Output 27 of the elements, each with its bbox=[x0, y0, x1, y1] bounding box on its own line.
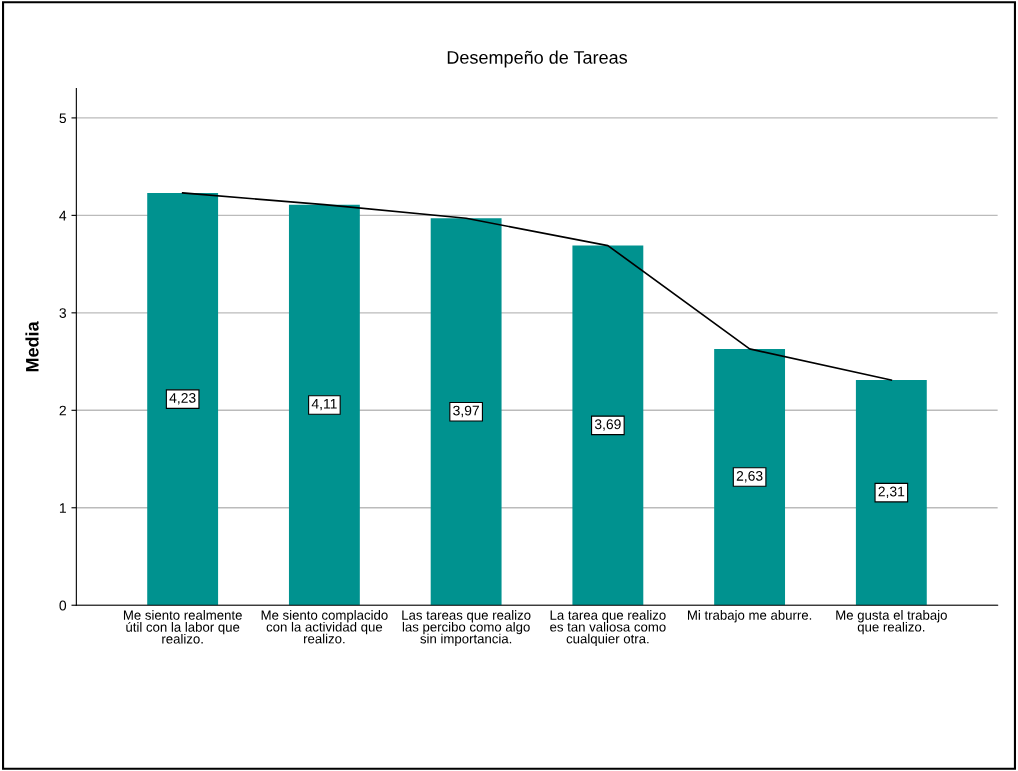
y-tick-label: 4 bbox=[59, 210, 67, 221]
data-label: 4,23 bbox=[169, 392, 196, 405]
x-tick-label: Me gusta el trabajo que realizo. bbox=[836, 610, 947, 635]
x-tick-label: Me siento realmente útil con la labor que realizo. bbox=[123, 610, 242, 644]
x-tick-label: Me siento complacido con la actividad que realizo. bbox=[261, 610, 388, 644]
data-label: 2,63 bbox=[736, 470, 763, 483]
y-tick-label: 0 bbox=[59, 600, 67, 611]
bar bbox=[288, 204, 360, 606]
bar bbox=[147, 192, 219, 606]
data-label: 2,31 bbox=[878, 486, 905, 499]
data-label: 3,69 bbox=[594, 419, 621, 431]
y-tick-label: 2 bbox=[59, 405, 66, 416]
y-axis-title: Media bbox=[25, 321, 39, 372]
bar bbox=[430, 218, 502, 606]
x-tick-label: Mi trabajo me aburre. bbox=[687, 610, 812, 623]
bar bbox=[572, 245, 644, 606]
chart-title: Desempeño de Tareas bbox=[447, 50, 628, 68]
bar bbox=[714, 348, 786, 606]
y-tick-label: 5 bbox=[59, 113, 67, 124]
y-tick-label: 3 bbox=[59, 308, 67, 319]
line-series bbox=[181, 192, 893, 381]
x-tick-label: Las tareas que realizo las percibo como algo sin importancia. bbox=[402, 610, 531, 647]
data-label: 3,97 bbox=[453, 405, 479, 418]
bar bbox=[855, 380, 927, 606]
x-tick-label: La tarea que realizo es tan valiosa como cualquier otra. bbox=[550, 610, 666, 647]
data-label: 4,11 bbox=[311, 398, 337, 411]
y-tick-label: 1 bbox=[59, 503, 66, 513]
